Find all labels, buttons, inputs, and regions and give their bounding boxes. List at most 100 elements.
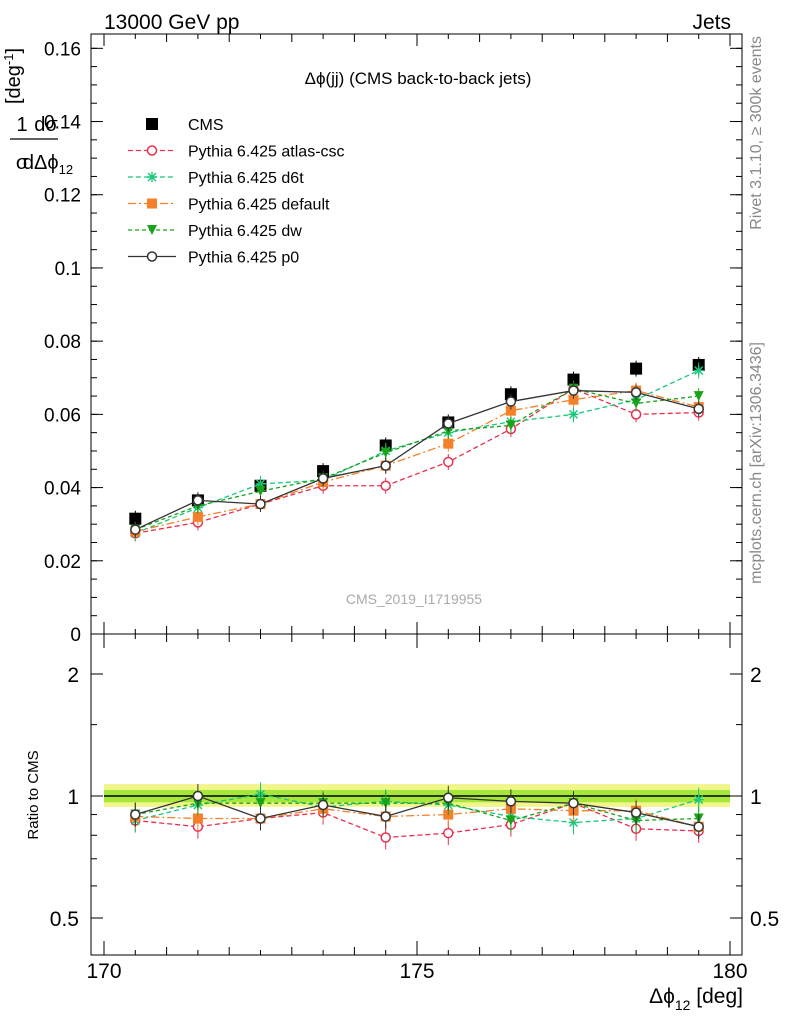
data-point [130, 524, 141, 535]
legend-entry: Pythia 6.425 dw [128, 223, 302, 240]
series-pythia-6-425-p0 [130, 382, 704, 538]
series-line [135, 369, 699, 534]
main-y-tick-label: 0.1 [55, 259, 81, 280]
header-right: Jets [692, 11, 731, 34]
ratio-point [443, 827, 454, 839]
legend-entry: CMS [146, 117, 224, 134]
main-y-tick-label: 0.04 [44, 479, 81, 500]
series-line [135, 388, 699, 531]
ratio-point [192, 813, 203, 824]
data-point [255, 486, 266, 497]
data-point [505, 405, 516, 416]
data-point [129, 512, 142, 525]
data-point [693, 403, 704, 415]
data-point [255, 498, 266, 510]
legend-label: Pythia 6.425 dw [188, 223, 302, 240]
series-pythia-6-425-d6t [130, 362, 704, 542]
series-pythia-6-425-default [130, 382, 704, 540]
main-y-tick-label: 0.02 [44, 552, 81, 573]
x-axis-label: Δϕ12 [deg] [649, 985, 743, 1013]
data-point [630, 362, 643, 375]
svg-text:1: 1 [16, 114, 27, 136]
x-tick-label: 175 [399, 960, 434, 983]
ratio-point [505, 796, 517, 807]
data-point [567, 373, 580, 386]
data-point [380, 447, 391, 458]
series-pythia-6-425-atlas-csc [130, 380, 704, 542]
svg-text:[deg-1]: [deg-1] [1, 48, 25, 104]
data-point [693, 365, 704, 376]
data-point [568, 394, 579, 405]
ratio-y-tick-label-right: 0.5 [750, 908, 779, 931]
series-line [135, 389, 699, 531]
legend-marker [146, 145, 158, 156]
legend-entry: Pythia 6.425 p0 [128, 250, 299, 267]
main-y-tick-label: 0.08 [44, 332, 81, 353]
legend-marker [146, 251, 158, 262]
x-tick-label: 180 [712, 960, 747, 983]
ratio-point [443, 792, 454, 804]
header-left: 13000 GeV pp [104, 11, 239, 34]
analysis-id: CMS_2019_I1719955 [346, 591, 482, 607]
legend-marker [147, 225, 157, 235]
legend-entry: Pythia 6.425 atlas-csc [128, 144, 345, 161]
legend-label: CMS [188, 117, 224, 134]
ratio-line [135, 795, 699, 828]
ratio-line [135, 793, 699, 824]
ratio-point [255, 813, 266, 824]
legend-marker [146, 118, 158, 130]
data-point [505, 420, 516, 431]
data-point [443, 418, 454, 429]
svg-text:σ: σ [16, 152, 29, 174]
ratio-point [192, 790, 204, 802]
ratio-point [255, 798, 266, 809]
main-y-tick-label: 0.14 [44, 113, 81, 134]
mcplots-label: mcplots.cern.ch [arXiv:1306.3436] [748, 342, 765, 584]
ratio-point [380, 798, 391, 809]
data-point [505, 396, 517, 407]
series-line [135, 389, 699, 533]
legend-marker [147, 172, 157, 182]
legend-entry: Pythia 6.425 default [128, 197, 330, 214]
ratio-point [380, 832, 391, 843]
rivet-label: Rivet 3.1.10, ≥ 300k events [748, 36, 765, 230]
data-point [568, 385, 579, 396]
svg-text:dΔϕ12: dΔϕ12 [23, 152, 73, 177]
ratio-y-label: Ratio to CMS [25, 750, 42, 839]
ratio-line [135, 802, 699, 839]
ratio-point [630, 807, 642, 818]
legend-marker [147, 198, 157, 209]
ratio-y-tick-label-right: 2 [750, 664, 762, 687]
data-point [317, 473, 329, 484]
legend-entry: Pythia 6.425 d6t [128, 170, 304, 187]
ratio-y-tick-label: 0.5 [50, 908, 79, 931]
ratio-y-tick-label: 2 [67, 664, 79, 687]
ratio-point [693, 794, 704, 805]
legend-label: Pythia 6.425 p0 [188, 250, 299, 267]
ratio-y-tick-label-right: 1 [750, 786, 762, 809]
data-point [380, 460, 391, 471]
data-point [443, 456, 454, 468]
ratio-point [505, 815, 516, 826]
ratio-point [130, 809, 141, 820]
ratio-point [693, 821, 704, 832]
legend-label: Pythia 6.425 default [188, 197, 330, 214]
x-tick-label: 170 [86, 960, 121, 983]
ratio-series-pythia-6-425-p0 [130, 784, 704, 839]
legend-label: Pythia 6.425 atlas-csc [188, 144, 345, 161]
main-y-tick-label: 0.12 [44, 186, 81, 207]
ratio-line [135, 808, 699, 828]
data-point [192, 511, 203, 522]
ratio-point [568, 797, 579, 809]
data-point [443, 438, 454, 449]
series-pythia-6-425-dw [130, 380, 704, 538]
data-point [192, 495, 204, 506]
plot-title: Δϕ(jj) (CMS back-to-back jets) [305, 69, 532, 88]
svg-text:dσ: dσ [34, 114, 58, 136]
legend-label: Pythia 6.425 d6t [188, 170, 304, 187]
main-y-tick-label: 0.16 [44, 39, 81, 60]
data-point [380, 480, 391, 491]
y-axis-label: 1 dσ σ dΔϕ12 [deg-1] [1, 48, 73, 177]
data-point [631, 398, 642, 409]
